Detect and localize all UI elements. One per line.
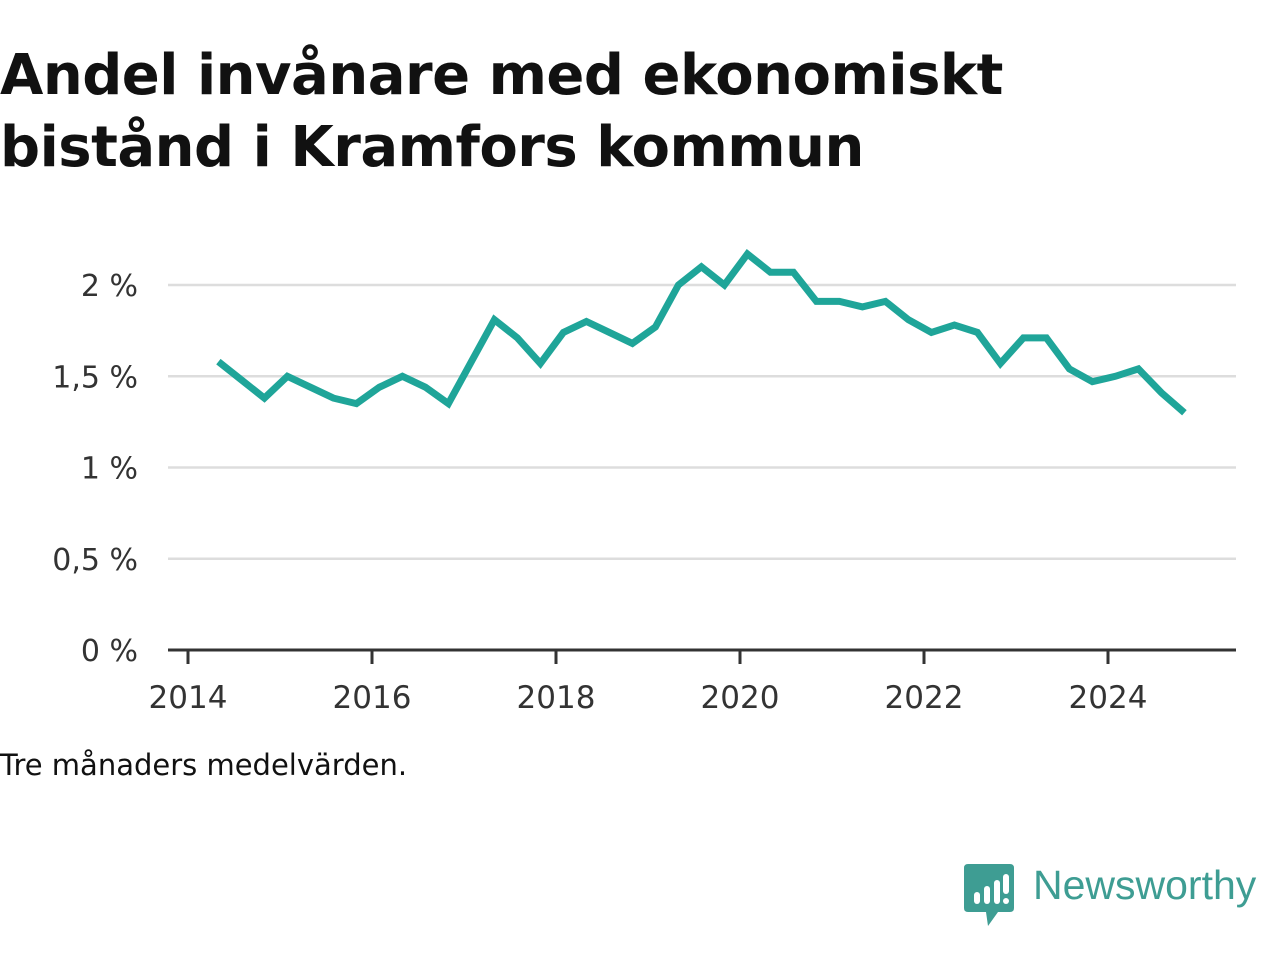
x-axis-ticks: 2014 2016 2018 2020 2022 2024 — [149, 650, 1148, 716]
y-tick-label: 0,5 % — [52, 543, 138, 578]
y-tick-label: 1,5 % — [52, 360, 138, 395]
series-group — [216, 249, 1187, 416]
x-tick-label: 2016 — [333, 680, 412, 716]
y-axis-ticks: 0 % 0,5 % 1 % 1,5 % 2 % — [52, 269, 138, 669]
line-chart: 0 % 0,5 % 1 % 1,5 % 2 % 2014 2016 2018 2020 2022… — [52, 249, 1236, 716]
x-tick-label: 2018 — [517, 680, 596, 716]
chart-title: Andel invånare med ekonomiskt bistånd i … — [0, 43, 1003, 180]
x-tick-label: 2024 — [1069, 680, 1148, 716]
newsworthy-logo-icon[interactable] — [964, 864, 1016, 928]
gridlines — [168, 283, 1236, 560]
brand-name[interactable]: Newsworthy — [1033, 862, 1257, 908]
y-tick-label: 2 % — [81, 269, 138, 304]
y-tick-label: 0 % — [81, 634, 138, 669]
y-tick-label: 1 % — [81, 452, 138, 487]
x-tick-label: 2020 — [701, 680, 780, 716]
chart-note: Tre månaders medelvärden. — [0, 748, 408, 782]
x-tick-label: 2014 — [149, 680, 228, 716]
x-tick-label: 2022 — [885, 680, 964, 716]
series-line — [216, 249, 1187, 416]
